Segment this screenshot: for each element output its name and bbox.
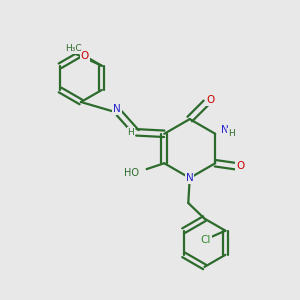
Text: N: N — [113, 104, 121, 114]
Text: H: H — [228, 129, 235, 138]
Text: H: H — [128, 128, 134, 137]
Text: O: O — [236, 161, 244, 171]
Text: H₃C: H₃C — [65, 44, 81, 53]
Text: N: N — [221, 125, 229, 135]
Text: Cl: Cl — [200, 235, 211, 244]
Text: N: N — [186, 173, 194, 183]
Text: HO: HO — [124, 168, 139, 178]
Text: O: O — [206, 95, 214, 105]
Text: O: O — [81, 51, 89, 61]
